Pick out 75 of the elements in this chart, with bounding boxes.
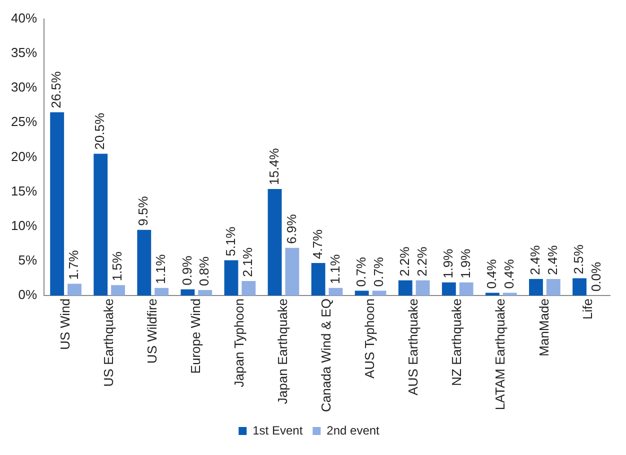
bar: [268, 189, 282, 296]
x-tick-label: Japan Earthquake: [275, 298, 290, 404]
data-label: 0.7%: [370, 256, 386, 287]
x-tick-label: US Wildfire: [144, 298, 160, 364]
bar: [416, 280, 430, 296]
y-tick-label: 40%: [10, 10, 38, 26]
bar: [572, 278, 586, 296]
data-label: 1.9%: [440, 248, 456, 278]
data-label: 4.7%: [310, 228, 325, 260]
data-label: 2.5%: [571, 244, 586, 274]
data-label: 1.9%: [458, 248, 473, 278]
data-label: 0.7%: [353, 256, 368, 287]
data-label: 1.7%: [66, 250, 82, 280]
data-label: 0.9%: [179, 255, 194, 286]
bar: [50, 112, 64, 296]
bar: [529, 278, 543, 296]
y-tick-label: 35%: [10, 44, 38, 60]
bar: [198, 290, 212, 296]
x-tick-label: AUS Typhoon: [362, 298, 378, 379]
bar: [285, 248, 300, 296]
y-tick-label: 20%: [10, 148, 38, 164]
bar: [311, 263, 326, 296]
data-label: 6.9%: [284, 214, 299, 244]
data-label: 2.4%: [544, 244, 560, 275]
x-tick-label: AUS Earthquake: [406, 298, 421, 396]
bar: [242, 281, 256, 296]
bar: [154, 288, 169, 296]
bar: [328, 288, 343, 296]
bar: [502, 292, 517, 296]
bar: [459, 282, 474, 296]
data-label: 0.0%: [588, 261, 604, 292]
data-label: 9.5%: [136, 196, 151, 226]
bar: [224, 260, 238, 296]
bar: [398, 280, 412, 296]
x-tick-label: US Earthquake: [100, 298, 116, 387]
data-label: 26.5%: [48, 70, 64, 108]
y-tick-label: 15%: [10, 183, 38, 198]
data-label: 2.2%: [414, 246, 430, 276]
x-tick-label: Life: [580, 298, 595, 320]
bar: [442, 282, 456, 296]
y-tick-label: 10%: [10, 218, 38, 233]
x-tick-label: NZ Earthquake: [449, 298, 464, 386]
bar: [137, 230, 152, 296]
x-tick-label: LATAM Earthquake: [492, 298, 508, 410]
data-label: 0.4%: [501, 258, 516, 289]
bar: [546, 278, 560, 296]
data-label: 1.1%: [153, 254, 168, 284]
y-tick-label: 0%: [18, 287, 38, 302]
bar: [354, 290, 369, 296]
legend-label: 2nd event: [326, 423, 380, 438]
bar: [111, 285, 125, 296]
data-label: 0.8%: [196, 256, 212, 286]
data-label: 2.2%: [396, 246, 412, 276]
legend-label: 1st Event: [252, 423, 304, 438]
bar: [94, 154, 108, 296]
x-tick-label: ManMade: [536, 298, 552, 356]
bar: [485, 292, 500, 296]
bar: [68, 284, 82, 296]
y-tick-label: 25%: [10, 114, 38, 130]
bar: [180, 289, 195, 296]
x-tick-label: Japan Typhoon: [232, 298, 247, 388]
x-tick-label: US Wind: [57, 298, 72, 350]
x-tick-label: Canada Wind & EQ: [318, 298, 334, 412]
data-label: 2.1%: [240, 246, 256, 278]
data-label: 5.1%: [222, 226, 238, 256]
data-label: 1.5%: [110, 251, 125, 282]
data-label: 2.4%: [528, 244, 543, 275]
data-label: 15.4%: [266, 148, 282, 186]
bar: [372, 290, 386, 296]
data-label: 0.4%: [484, 258, 500, 289]
y-tick-label: 5%: [18, 252, 38, 268]
y-tick-label: 30%: [10, 80, 38, 95]
data-label: 1.1%: [327, 254, 342, 284]
data-label: 20.5%: [92, 112, 108, 150]
x-tick-label: Europe Wind: [188, 298, 203, 374]
